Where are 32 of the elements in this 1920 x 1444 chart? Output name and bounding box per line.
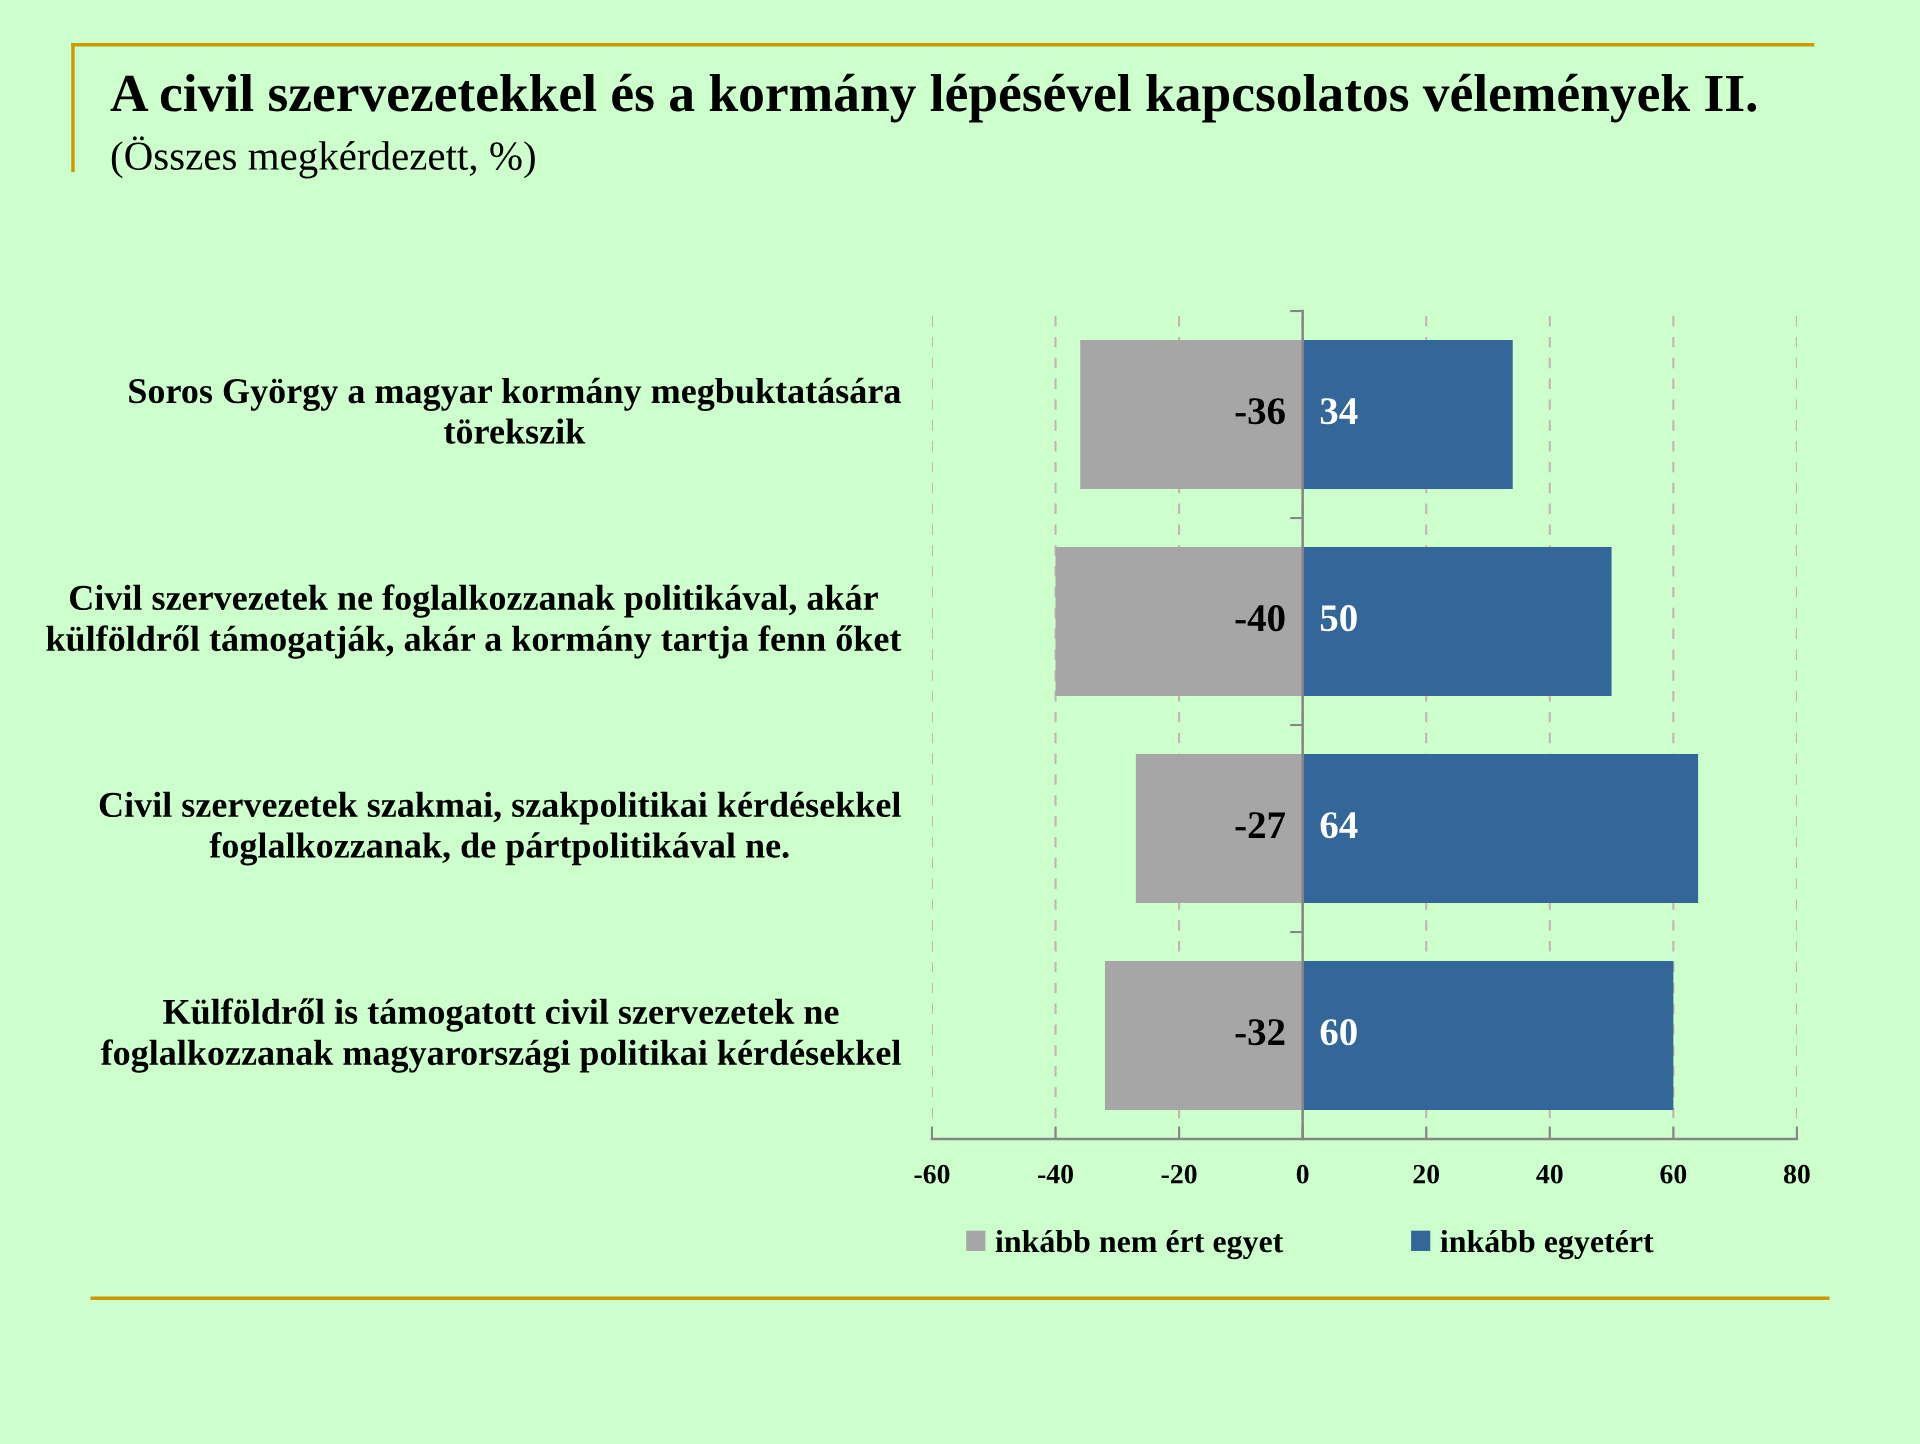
x-tick-label: -20 bbox=[1161, 1164, 1197, 1184]
bar bbox=[1302, 961, 1674, 1111]
data-label: -40 bbox=[1235, 605, 1285, 632]
chart-title: A civil szervezetekkel és a kormány lépésével kapcsolatos vélemények II. bbox=[110, 73, 1757, 123]
data-label: -36 bbox=[1235, 398, 1285, 425]
data-label: -32 bbox=[1235, 1019, 1285, 1046]
bar bbox=[1055, 547, 1303, 697]
x-tick-label: 40 bbox=[1536, 1164, 1563, 1184]
y-tick-label: Külföldről is támogatott civil szervezetek ne foglalkozzanak magyarországi politikai kérdésekkel bbox=[100, 998, 901, 1073]
x-tick-label: -40 bbox=[1038, 1164, 1073, 1184]
data-label: 60 bbox=[1320, 1019, 1357, 1046]
bar bbox=[1302, 547, 1612, 697]
bar bbox=[1104, 961, 1303, 1111]
text: (Összes megkérdezett, %) bbox=[111, 136, 535, 179]
data-label: 64 bbox=[1320, 812, 1358, 839]
bar bbox=[1302, 754, 1699, 904]
bar bbox=[1135, 754, 1303, 904]
x-tick-label: 80 bbox=[1783, 1164, 1810, 1184]
data-label: 50 bbox=[1320, 605, 1357, 632]
y-tick-label: Civil szervezetek szakmai, szakpolitikai kérdésekkel foglalkozzanak, de pártpolitikával ne. bbox=[99, 791, 901, 866]
data-label: -27 bbox=[1235, 812, 1286, 838]
x-tick-label: 60 bbox=[1660, 1164, 1687, 1184]
legend-label: inkább egyetért bbox=[1440, 1229, 1654, 1260]
x-tick-label: -60 bbox=[914, 1164, 950, 1184]
legend-label: inkább nem ért egyet bbox=[995, 1229, 1284, 1260]
y-tick-label: Civil szervezetek ne foglalkozzanak politikával, akár külföldről támogatják, akár a kormány tartja fenn őket bbox=[46, 584, 902, 659]
y-tick-label: Soros György a magyar kormány megbuktatására törekszik bbox=[129, 377, 901, 444]
data-label: 34 bbox=[1320, 398, 1358, 425]
x-tick-label: 20 bbox=[1413, 1164, 1440, 1184]
bar bbox=[1080, 340, 1303, 490]
x-tick-label: 0 bbox=[1296, 1164, 1309, 1184]
bar bbox=[1302, 340, 1513, 490]
